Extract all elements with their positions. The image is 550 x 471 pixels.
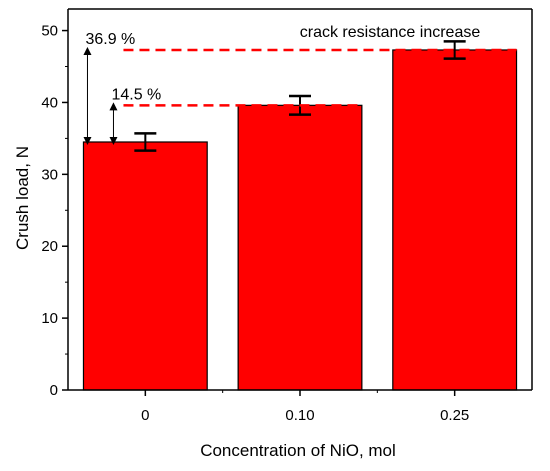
x-tick-label-0.25: 0.25 [440, 407, 469, 424]
crack-resistance-annotation: crack resistance increase [300, 24, 481, 41]
y-tick-label-20: 20 [41, 238, 58, 255]
y-axis-title: Crush load, N [13, 146, 32, 250]
percent-label-0.10: 14.5 % [111, 86, 161, 103]
x-tick-label-0.10: 0.10 [285, 407, 314, 424]
y-tick-label-10: 10 [41, 310, 58, 327]
bars-layer [82, 40, 518, 391]
y-tick-label-40: 40 [41, 94, 58, 111]
percent-label-0.25: 36.9 % [85, 31, 135, 48]
axes-layer: 0 10 20 30 40 50 0 0.10 0.25 [41, 8, 533, 424]
y-tick-label-30: 30 [41, 166, 58, 183]
x-axis-title: Concentration of NiO, mol [200, 441, 396, 460]
reference-lines-layer: 14.5 % 36.9 % [83, 31, 517, 145]
y-tick-label-0: 0 [50, 382, 58, 399]
y-tick-label-50: 50 [41, 23, 58, 40]
bar-0.25 [392, 49, 518, 391]
bar-0 [82, 141, 208, 391]
bar-0.10 [237, 104, 363, 391]
x-tick-label-0: 0 [141, 407, 149, 424]
